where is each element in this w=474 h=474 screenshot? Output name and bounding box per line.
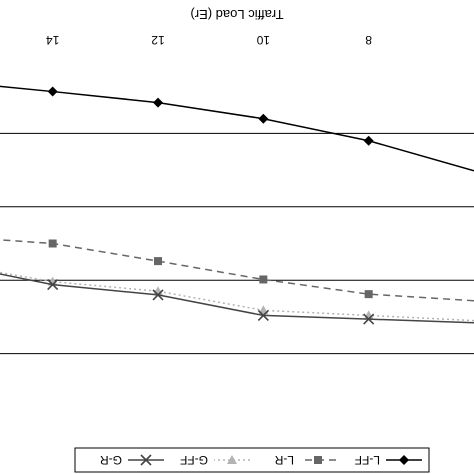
data-point (363, 313, 375, 325)
data-point (364, 290, 373, 299)
x-tick-label: 14 (46, 33, 60, 47)
legend-item-g-ff: G-FF (180, 453, 250, 467)
series-line (0, 85, 474, 172)
gridlines (0, 132, 474, 355)
data-point (47, 86, 58, 97)
data-point (363, 135, 374, 146)
data-point (48, 239, 57, 248)
legend-item-g-r: G-R (100, 453, 164, 467)
series-line (0, 271, 474, 322)
data-point (258, 113, 269, 124)
x-tick-label: 8 (365, 33, 372, 47)
data-point (259, 275, 268, 284)
data-point (257, 309, 269, 321)
legend-label: G-R (100, 453, 122, 467)
series-l-r (0, 239, 474, 302)
x-tick-label: 12 (151, 33, 165, 47)
legend: L-FF L-R G-FF G-R (74, 447, 430, 473)
legend-item-l-r: L-R (274, 453, 336, 467)
data-point (153, 97, 163, 108)
series-g-ff (0, 271, 474, 322)
data-point (314, 456, 322, 464)
legend-label: G-FF (180, 453, 208, 467)
legend-label: L-FF (355, 453, 380, 467)
data-point (399, 455, 409, 465)
legend-label: L-R (274, 453, 294, 467)
legend-item-l-ff: L-FF (355, 453, 422, 467)
series-line (0, 239, 474, 302)
series-line (0, 273, 474, 324)
data-point (154, 257, 162, 266)
x-axis-title: Traffic Load (Er) (190, 7, 283, 22)
series-g-r (0, 273, 474, 325)
data-point (47, 279, 59, 291)
data-point (152, 289, 164, 301)
series-group (0, 85, 474, 325)
x-tick-labels: 8 10 12 14 (46, 33, 372, 47)
data-point (140, 454, 152, 466)
data-point (227, 455, 237, 464)
series-l-ff (0, 85, 474, 172)
x-tick-label: 10 (256, 33, 270, 47)
